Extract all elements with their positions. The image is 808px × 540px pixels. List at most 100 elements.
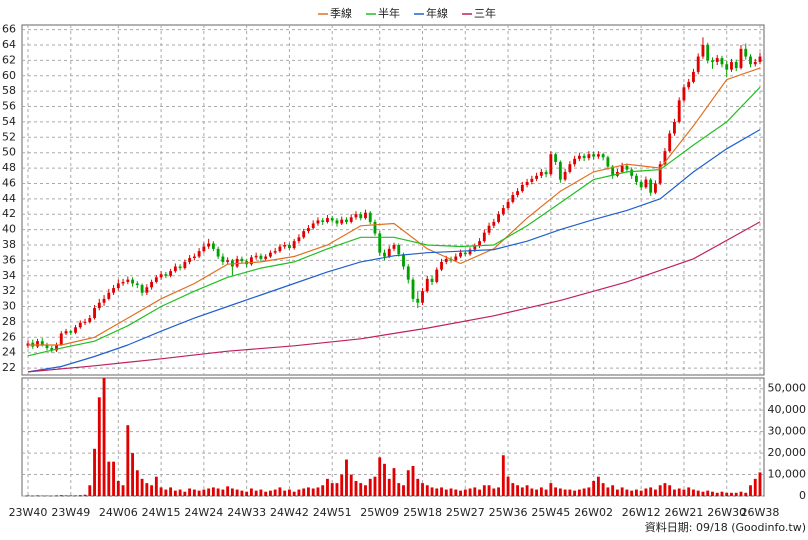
volume-bar bbox=[307, 487, 310, 496]
candle-body bbox=[340, 219, 344, 224]
volume-bar bbox=[292, 491, 296, 496]
ma-line bbox=[27, 221, 761, 373]
volume-bar bbox=[402, 485, 405, 496]
volume-tick-label: 0 bbox=[799, 489, 806, 502]
candle-body bbox=[497, 214, 500, 222]
volume-bar bbox=[720, 491, 724, 496]
candle-body bbox=[373, 221, 377, 234]
x-tick-label: 24W15 bbox=[142, 506, 181, 519]
candle-body bbox=[687, 81, 691, 88]
x-tick-label: 24W42 bbox=[270, 506, 309, 519]
candle-body bbox=[126, 279, 130, 282]
volume-bar bbox=[506, 476, 510, 496]
volume-bar bbox=[487, 485, 491, 496]
x-tick-label: 26W38 bbox=[741, 506, 780, 519]
y-tick-label: 58 bbox=[2, 84, 16, 97]
candle-body bbox=[568, 164, 572, 172]
candle-body bbox=[254, 255, 258, 258]
candle-body bbox=[582, 155, 586, 159]
volume-bar bbox=[463, 489, 467, 496]
volume-bar bbox=[654, 489, 657, 496]
volume-bar bbox=[734, 492, 738, 496]
volume-bar bbox=[411, 465, 415, 496]
candle-body bbox=[321, 220, 325, 222]
candle-body bbox=[145, 287, 149, 293]
candle-body bbox=[520, 185, 524, 192]
candle-body bbox=[440, 261, 443, 270]
volume-tick-label: 20,000 bbox=[768, 446, 807, 459]
volume-bar bbox=[711, 491, 714, 496]
candle-body bbox=[188, 258, 192, 262]
volume-bar bbox=[634, 489, 638, 496]
candle-body bbox=[544, 171, 548, 175]
volume-bar bbox=[178, 489, 182, 496]
candle-body bbox=[173, 266, 177, 272]
volume-bar bbox=[340, 474, 344, 496]
volume-bar bbox=[387, 478, 391, 496]
volume-bar bbox=[701, 491, 705, 496]
x-tick-label: 26W30 bbox=[707, 506, 746, 519]
candle-body bbox=[663, 151, 667, 165]
volume-bar bbox=[145, 483, 149, 496]
candle-body bbox=[611, 166, 615, 176]
x-tick-label: 25W09 bbox=[360, 506, 399, 519]
volume-bar bbox=[592, 480, 596, 496]
candle-body bbox=[478, 241, 481, 246]
candle-body bbox=[216, 248, 220, 257]
candle-body bbox=[292, 241, 296, 249]
candle-body bbox=[288, 245, 291, 249]
volume-bar bbox=[649, 487, 653, 496]
candle-body bbox=[235, 258, 239, 267]
candle-body bbox=[273, 251, 277, 253]
candle-body bbox=[330, 218, 334, 221]
candle-body bbox=[278, 246, 282, 252]
candle-body bbox=[606, 157, 610, 167]
candle-body bbox=[169, 271, 173, 276]
candle-body bbox=[50, 348, 54, 351]
candle-body bbox=[734, 61, 738, 69]
x-tick-label: 25W36 bbox=[489, 506, 528, 519]
volume-tick-label: 30,000 bbox=[768, 425, 807, 438]
volume-bar bbox=[230, 488, 234, 496]
candle-body bbox=[335, 220, 339, 224]
volume-bar bbox=[749, 485, 752, 496]
volume-bar bbox=[615, 489, 619, 496]
volume-bar bbox=[226, 486, 230, 496]
candle-body bbox=[78, 322, 82, 328]
volume-bar bbox=[26, 495, 30, 496]
volume-bar bbox=[240, 490, 244, 496]
volume-bar bbox=[582, 488, 586, 496]
candle-body bbox=[192, 256, 196, 259]
candle-body bbox=[430, 278, 434, 282]
candle-body bbox=[539, 171, 543, 176]
volume-bar bbox=[492, 488, 496, 496]
x-tick-label: 26W12 bbox=[622, 506, 661, 519]
candle-body bbox=[411, 279, 415, 299]
candle-body bbox=[739, 48, 743, 69]
candle-body bbox=[221, 256, 225, 262]
candle-body bbox=[487, 225, 491, 233]
legend-label: 年線 bbox=[426, 6, 448, 20]
candle-body bbox=[749, 56, 752, 65]
volume-bar bbox=[544, 489, 548, 496]
candle-body bbox=[516, 191, 520, 195]
volume-bar bbox=[696, 490, 700, 496]
volume-bar bbox=[444, 489, 448, 496]
volume-bar bbox=[245, 491, 249, 496]
volume-bar bbox=[625, 489, 629, 496]
volume-bar bbox=[673, 489, 676, 496]
volume-bar bbox=[264, 491, 268, 496]
candle-body bbox=[558, 161, 562, 180]
y-tick-label: 32 bbox=[2, 284, 16, 297]
candle-body bbox=[416, 298, 420, 303]
candle-body bbox=[459, 252, 462, 257]
volume-bar bbox=[192, 489, 196, 496]
volume-bar bbox=[663, 483, 667, 496]
candle-body bbox=[644, 179, 648, 188]
y-tick-label: 24 bbox=[2, 346, 16, 359]
candle-body bbox=[140, 285, 144, 293]
volume-bar bbox=[154, 476, 158, 496]
candle-body bbox=[59, 333, 63, 345]
candle-body bbox=[354, 214, 358, 218]
volume-bar bbox=[112, 461, 115, 496]
